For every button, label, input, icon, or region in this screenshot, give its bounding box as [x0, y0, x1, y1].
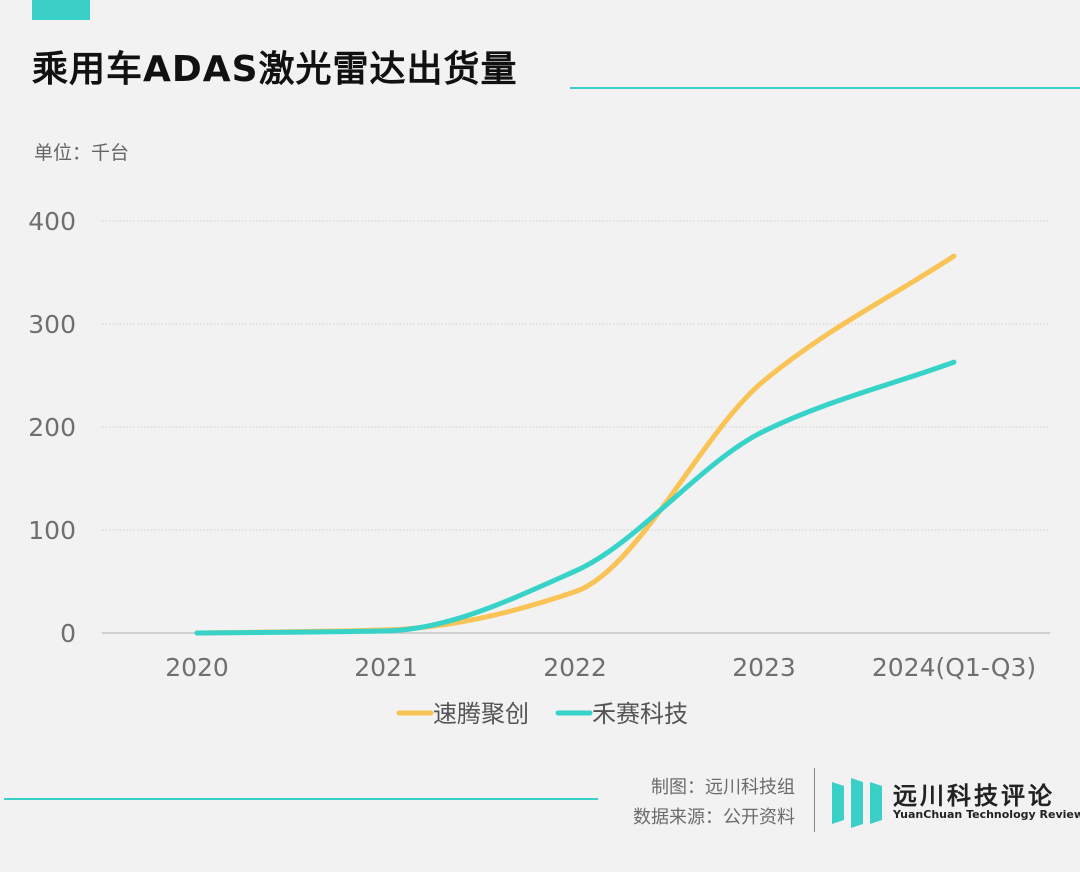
x-tick-label: 2023 — [732, 653, 796, 682]
x-tick-label: 2022 — [543, 653, 607, 682]
credits: 制图：远川科技组 数据来源：公开资料 — [633, 773, 795, 833]
brand-name-cn: 远川科技评论 — [893, 782, 1055, 810]
y-tick-label: 400 — [28, 207, 76, 236]
accent-block — [32, 0, 90, 20]
chart-title: 乘用车ADAS激光雷达出货量 — [32, 49, 518, 90]
y-tick-label: 0 — [60, 619, 76, 648]
y-tick-label: 100 — [28, 516, 76, 545]
x-tick-label: 2020 — [165, 653, 229, 682]
x-tick-label: 2024(Q1-Q3) — [872, 653, 1036, 682]
legend-label-1: 速腾聚创 — [433, 700, 529, 728]
x-tick-label: 2021 — [354, 653, 418, 682]
brand-name-en: YuanChuan Technology Review — [893, 808, 1080, 821]
y-tick-label: 200 — [28, 413, 76, 442]
title-rule — [570, 87, 1080, 89]
unit-label: 单位：千台 — [34, 142, 130, 164]
legend-label-2: 禾赛科技 — [592, 700, 688, 728]
line-chart: 0 100 200 300 400 2020 2021 2022 2023 2024(Q1-Q3… — [28, 207, 1050, 728]
credit-source: 数据来源：公开资料 — [633, 807, 795, 828]
y-tick-label: 300 — [28, 310, 76, 339]
credits-separator — [814, 768, 815, 832]
credit-made-by: 制图：远川科技组 — [651, 777, 795, 798]
footer-rule — [4, 798, 598, 800]
series-line-2 — [194, 359, 957, 636]
series-line-1 — [194, 253, 957, 636]
brand-logo-icon — [832, 778, 882, 828]
